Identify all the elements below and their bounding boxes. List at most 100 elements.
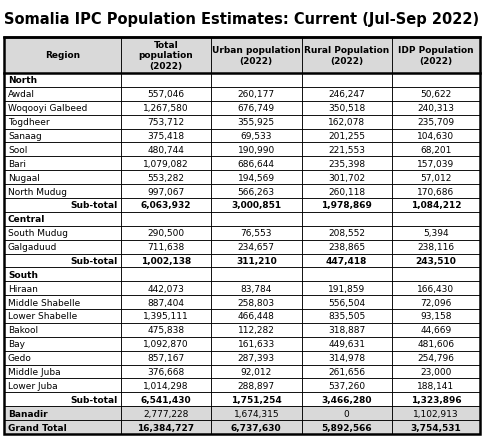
Text: North: North [8, 76, 37, 85]
Bar [121, 102, 211, 115]
Text: 68,201: 68,201 [420, 145, 452, 155]
Bar [302, 198, 392, 212]
Text: 261,656: 261,656 [328, 367, 365, 376]
Bar [392, 88, 480, 102]
Text: 1,002,138: 1,002,138 [141, 256, 191, 265]
Bar [211, 323, 302, 337]
Text: 258,803: 258,803 [238, 298, 275, 307]
Text: 72,096: 72,096 [420, 298, 452, 307]
Bar [4, 378, 121, 392]
Bar [302, 268, 392, 282]
Bar [392, 185, 480, 198]
Bar [392, 406, 480, 420]
Text: Lower Shabelle: Lower Shabelle [8, 312, 77, 321]
Text: 1,014,298: 1,014,298 [143, 381, 189, 390]
Bar [4, 309, 121, 323]
Bar [211, 212, 302, 226]
Bar [211, 309, 302, 323]
Text: Banadir: Banadir [8, 409, 47, 418]
Bar [392, 226, 480, 240]
Text: 0: 0 [344, 409, 349, 418]
Text: 57,012: 57,012 [420, 173, 452, 182]
Text: Bakool: Bakool [8, 325, 38, 335]
Bar [211, 337, 302, 351]
Text: 2,777,228: 2,777,228 [143, 409, 189, 418]
Text: 6,541,430: 6,541,430 [140, 395, 191, 404]
Text: 288,897: 288,897 [238, 381, 275, 390]
Text: 447,418: 447,418 [326, 256, 367, 265]
Bar [121, 406, 211, 420]
Bar [4, 254, 121, 268]
Bar [121, 240, 211, 254]
Bar [121, 268, 211, 282]
Text: Sool: Sool [8, 145, 28, 155]
Bar [121, 351, 211, 365]
Bar [211, 406, 302, 420]
Bar [392, 309, 480, 323]
Bar [211, 88, 302, 102]
Bar [4, 420, 121, 434]
Bar [4, 198, 121, 212]
Text: 1,092,870: 1,092,870 [143, 339, 189, 349]
Bar [392, 74, 480, 88]
Text: Lower Juba: Lower Juba [8, 381, 58, 390]
Bar [4, 115, 121, 129]
Text: 1,102,913: 1,102,913 [413, 409, 459, 418]
Bar [211, 198, 302, 212]
Text: 753,712: 753,712 [147, 118, 184, 127]
Text: 16,384,727: 16,384,727 [137, 423, 195, 431]
Text: 5,394: 5,394 [423, 229, 449, 238]
Bar [302, 420, 392, 434]
Text: Sub-total: Sub-total [70, 201, 118, 210]
Text: 480,744: 480,744 [148, 145, 184, 155]
Text: 260,118: 260,118 [328, 187, 365, 196]
Bar [4, 268, 121, 282]
Text: 1,323,896: 1,323,896 [410, 395, 461, 404]
Text: Bari: Bari [8, 159, 26, 168]
Bar [4, 296, 121, 309]
Text: 201,255: 201,255 [328, 132, 365, 141]
Text: IDP Population
(2022): IDP Population (2022) [398, 46, 474, 66]
Bar [302, 212, 392, 226]
Text: 556,504: 556,504 [328, 298, 365, 307]
Text: 6,737,630: 6,737,630 [231, 423, 282, 431]
Text: 188,141: 188,141 [417, 381, 454, 390]
Bar [211, 129, 302, 143]
Text: 162,078: 162,078 [328, 118, 365, 127]
Text: 442,073: 442,073 [148, 284, 184, 293]
Bar [302, 254, 392, 268]
Bar [211, 157, 302, 171]
Bar [211, 171, 302, 185]
Text: 566,263: 566,263 [238, 187, 275, 196]
Text: 243,510: 243,510 [416, 256, 456, 265]
Text: 676,749: 676,749 [238, 104, 275, 113]
Text: 238,865: 238,865 [328, 243, 365, 251]
Bar [392, 282, 480, 296]
Bar [4, 185, 121, 198]
Bar [4, 143, 121, 157]
Text: 301,702: 301,702 [328, 173, 365, 182]
Bar [121, 143, 211, 157]
Bar [392, 212, 480, 226]
Text: 686,644: 686,644 [238, 159, 275, 168]
Text: 93,158: 93,158 [420, 312, 452, 321]
Bar [121, 212, 211, 226]
Text: 887,404: 887,404 [147, 298, 184, 307]
Text: Awdal: Awdal [8, 90, 35, 99]
Text: Middle Juba: Middle Juba [8, 367, 60, 376]
Bar [211, 115, 302, 129]
Text: 711,638: 711,638 [147, 243, 184, 251]
Text: 238,116: 238,116 [417, 243, 454, 251]
Bar [211, 254, 302, 268]
Bar [392, 420, 480, 434]
Bar [211, 226, 302, 240]
Text: 190,990: 190,990 [238, 145, 275, 155]
Bar [392, 296, 480, 309]
Bar [392, 268, 480, 282]
Text: 3,466,280: 3,466,280 [321, 395, 372, 404]
Text: Togdheer: Togdheer [8, 118, 50, 127]
Bar [302, 392, 392, 406]
Bar [121, 157, 211, 171]
Bar [4, 38, 121, 74]
Text: North Mudug: North Mudug [8, 187, 67, 196]
